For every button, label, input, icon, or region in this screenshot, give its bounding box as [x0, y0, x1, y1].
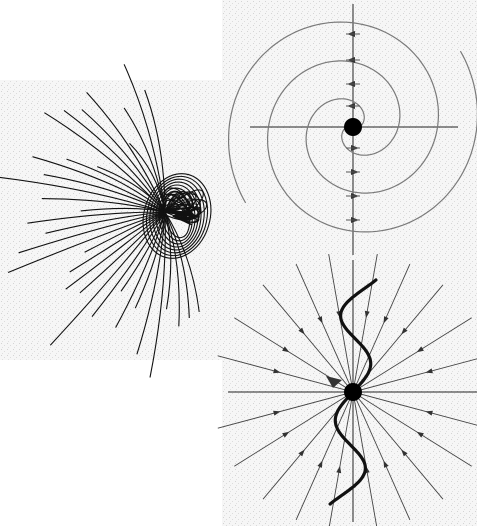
radial-arrow-marker — [383, 460, 389, 468]
radial-arrow-marker — [383, 316, 389, 324]
radial-arrow-marker — [416, 431, 424, 438]
radial-arrow-marker — [401, 449, 408, 457]
radial-arrow-marker — [401, 327, 408, 335]
radial-arrow-marker — [416, 346, 424, 353]
radial-arrow-marker — [298, 327, 305, 335]
trajectory-loop — [152, 181, 202, 251]
spiral-curve-1 — [228, 21, 439, 204]
trajectory-loop — [145, 175, 209, 257]
spiral-arrow-markers — [346, 31, 360, 223]
trajectory-loop — [142, 173, 212, 259]
radial-arrow-marker — [317, 460, 323, 468]
radial-arrow-marker — [425, 410, 433, 416]
spiral-curves — [228, 21, 477, 233]
radial-arrow-marker — [298, 449, 305, 457]
spiral-equilibrium-node — [344, 118, 362, 136]
radial-arrow-marker — [425, 368, 433, 374]
tangled-trajectory-curves — [0, 64, 212, 378]
trajectory-loop — [161, 190, 193, 242]
trajectory-loop — [158, 187, 196, 245]
trajectory-loop — [155, 184, 199, 248]
radial-trajectory-arrowhead — [326, 376, 342, 388]
spiral-curve-2 — [267, 50, 477, 233]
spiral-phase-portrait — [228, 4, 477, 255]
radial-field-portrait — [217, 254, 477, 526]
tangled-trajectories — [0, 64, 212, 378]
radial-arrow-marker — [273, 368, 281, 374]
radial-equilibrium-node — [344, 383, 362, 401]
radial-arrow-marker — [282, 431, 290, 438]
radial-arrow-marker — [336, 465, 342, 474]
radial-arrow-marker — [317, 316, 323, 324]
radial-arrow-marker — [273, 410, 281, 416]
radial-arrow-marker — [364, 310, 370, 319]
trajectory-curve — [164, 192, 200, 312]
trajectory-loop — [149, 178, 205, 254]
trajectory-loop — [163, 193, 191, 239]
radial-arrow-marker — [282, 346, 290, 353]
